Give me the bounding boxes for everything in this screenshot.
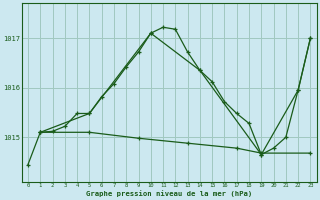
X-axis label: Graphe pression niveau de la mer (hPa): Graphe pression niveau de la mer (hPa) bbox=[86, 190, 252, 197]
